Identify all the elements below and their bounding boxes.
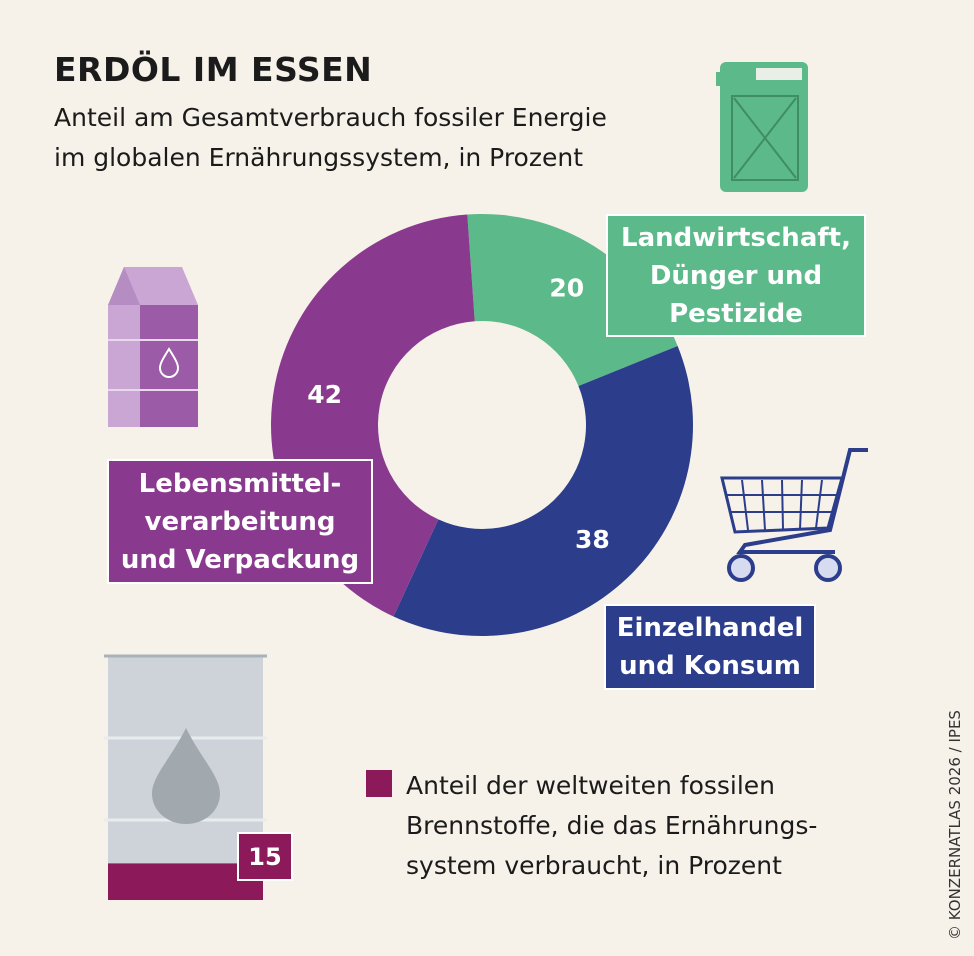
category-label: Lebensmittel- verarbeitung und Verpackun…: [107, 459, 373, 584]
legend-text: Anteil der weltweiten fossilen Brennstof…: [406, 771, 818, 880]
category-label: Einzelhandel und Konsum: [604, 604, 816, 690]
value-label: 20: [549, 273, 584, 302]
donut-segment: [393, 345, 693, 637]
value-label: 38: [575, 525, 610, 554]
credit: © KONZERNATLAS 2026 / IPES: [946, 710, 964, 940]
jerry-can-icon: [716, 62, 808, 192]
carton-icon: [108, 267, 198, 427]
chart-title: ERDÖL IM ESSEN: [54, 50, 373, 89]
legend-swatch: [366, 770, 392, 797]
category-label: Landwirtschaft, Dünger und Pestizide: [606, 214, 866, 337]
cart-icon: [720, 448, 868, 582]
chart-subtitle: Anteil am Gesamtverbrauch fossiler Energ…: [54, 103, 607, 172]
donut-segment: [467, 214, 678, 387]
value-label: 15: [237, 832, 293, 881]
value-label: 42: [307, 380, 342, 409]
